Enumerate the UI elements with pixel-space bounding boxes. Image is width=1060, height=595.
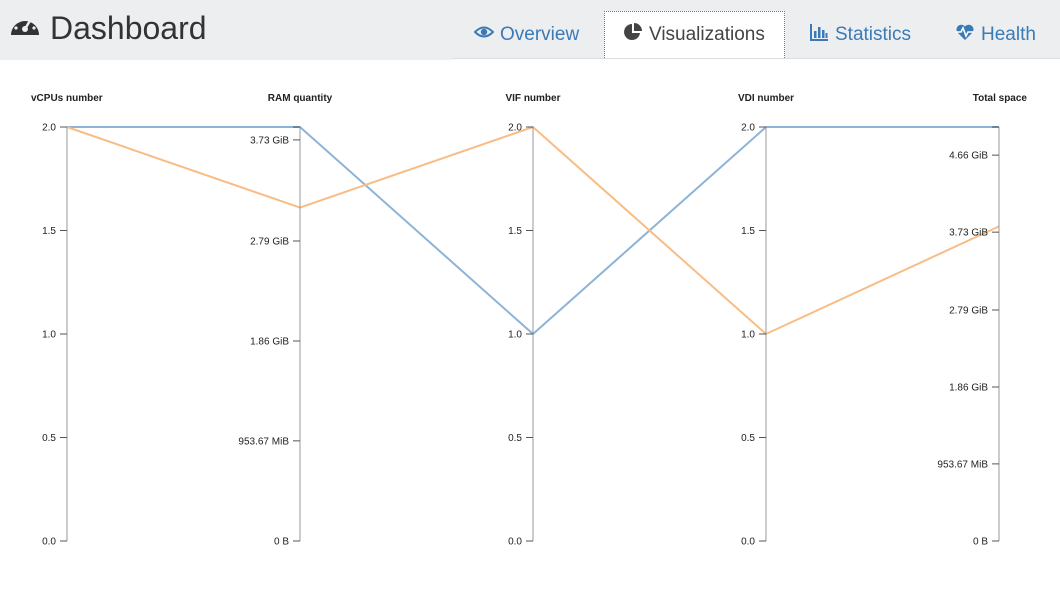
tick-label-1-3: 2.79 GiB [250, 236, 289, 247]
tick-label-2-4: 2.0 [508, 123, 522, 134]
axis-label-3: VDI number [738, 93, 794, 104]
brand: Dashboard [8, 10, 207, 46]
header-strip [0, 58, 453, 60]
parallel-coordinates-chart: vCPUs number 0.0 0.5 1.0 1.5 2.0 RAM quantity 0… [31, 93, 1028, 548]
bar-chart-icon [809, 22, 829, 48]
tick-label-4-3: 2.79 GiB [949, 305, 988, 316]
tick-label-2-0: 0.0 [508, 537, 522, 548]
eye-icon [473, 22, 495, 48]
tick-label-2-3: 1.5 [508, 226, 522, 237]
tab-statistics-label: Statistics [835, 23, 912, 45]
tick-label-2-1: 0.5 [508, 433, 522, 444]
axis-label-4: Total space [973, 93, 1028, 104]
tick-label-4-5: 4.66 GiB [949, 151, 988, 162]
tick-label-3-1: 0.5 [741, 433, 755, 444]
tick-label-4-4: 3.73 GiB [949, 228, 988, 239]
tick-label-0-4: 2.0 [42, 123, 56, 134]
heartbeat-icon [955, 22, 975, 48]
tick-label-2-2: 1.0 [508, 330, 522, 341]
tick-label-0-2: 1.0 [42, 330, 56, 341]
tab-overview[interactable]: Overview [473, 11, 580, 58]
tick-label-3-3: 1.5 [741, 226, 755, 237]
page-title: Dashboard [50, 10, 207, 46]
tick-label-0-0: 0.0 [42, 537, 56, 548]
tick-label-0-1: 0.5 [42, 433, 56, 444]
tick-label-1-4: 3.73 GiB [250, 135, 289, 146]
axis-label-1: RAM quantity [268, 93, 333, 104]
tab-visualizations[interactable]: Visualizations [604, 11, 785, 58]
tick-label-3-4: 2.0 [741, 123, 755, 134]
dashboard-gauge-icon [8, 9, 42, 48]
tab-health[interactable]: Health [955, 11, 1036, 58]
tab-health-label: Health [981, 23, 1036, 45]
tick-label-1-0: 0 B [274, 537, 289, 548]
tab-overview-label: Overview [500, 23, 580, 45]
tick-label-4-0: 0 B [973, 537, 988, 548]
tick-label-3-0: 0.0 [741, 537, 755, 548]
tick-label-4-2: 1.86 GiB [949, 382, 988, 393]
tick-label-0-3: 1.5 [42, 226, 56, 237]
axis-label-2: VIF number [505, 93, 560, 104]
tick-label-4-1: 953.67 MiB [937, 459, 988, 470]
tick-label-1-1: 953.67 MiB [238, 436, 289, 447]
header: Dashboard Overview Visualizations [0, 0, 1060, 59]
tick-label-3-2: 1.0 [741, 330, 755, 341]
tab-statistics[interactable]: Statistics [809, 11, 911, 58]
axis-label-0: vCPUs number [31, 93, 103, 104]
tick-label-1-2: 1.86 GiB [250, 336, 289, 347]
tab-visualizations-label: Visualizations [649, 24, 765, 45]
pie-chart-icon [623, 22, 643, 48]
